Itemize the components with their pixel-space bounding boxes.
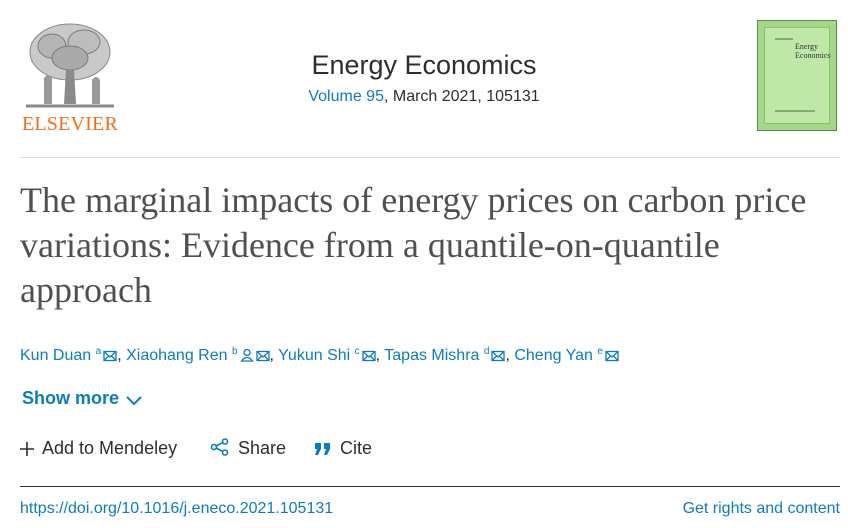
author-link[interactable]: Xiaohang Ren b (126, 346, 270, 364)
article-title: The marginal impacts of energy prices on… (20, 180, 807, 310)
email-icon[interactable] (103, 350, 117, 362)
journal-info: Energy Economics Volume 95, March 2021, … (230, 48, 618, 106)
author-affiliation-sup: d (483, 346, 490, 357)
author-affiliation-sup: b (231, 346, 238, 357)
share-label: Share (238, 438, 287, 458)
author-affiliation-sup: e (597, 346, 603, 357)
author-separator: , (269, 347, 274, 364)
publisher-name: ELSEVIER (21, 113, 119, 135)
cover-decoration (775, 38, 793, 40)
author-affiliation-sup: a (95, 346, 102, 357)
chevron-down-icon (126, 396, 142, 406)
cite-label: Cite (340, 438, 373, 458)
article-header: ELSEVIER Energy Economics Volume 95, Mar… (0, 0, 848, 158)
issue-details: , March 2021, 105131 (383, 88, 540, 105)
author-name: Yukun Shi (278, 347, 351, 364)
rights-link[interactable]: Get rights and content (682, 500, 840, 517)
share-button[interactable]: Share (210, 438, 286, 459)
author-separator: , (505, 347, 510, 364)
email-icon[interactable] (362, 350, 376, 362)
cite-button[interactable]: Cite (314, 438, 372, 459)
author-link[interactable]: Tapas Mishra d (384, 346, 506, 364)
journal-title[interactable]: Energy Economics (311, 50, 537, 80)
cover-decoration (775, 110, 815, 112)
plus-icon (20, 442, 34, 456)
show-more-button[interactable]: Show more (22, 388, 143, 409)
elsevier-tree-logo-icon (26, 23, 114, 108)
cover-title-line1: Energy (795, 42, 818, 51)
journal-cover-image[interactable]: Energy Economics (757, 20, 837, 131)
publisher-logo[interactable]: ELSEVIER (18, 18, 122, 136)
person-icon[interactable] (239, 348, 254, 362)
author-affiliation-sup: c (354, 346, 360, 357)
email-icon[interactable] (605, 350, 619, 362)
email-icon[interactable] (491, 350, 506, 362)
cover-title-line2: Economics (795, 51, 831, 60)
journal-issue-info: Volume 95, March 2021, 105131 (230, 88, 618, 106)
author-name: Cheng Yan (514, 347, 593, 364)
author-name: Tapas Mishra (384, 347, 480, 364)
author-list: Kun Duan a, Xiaohang Ren b, Yukun Shi c,… (20, 346, 840, 365)
author-name: Kun Duan (20, 347, 92, 364)
author-separator: , (375, 347, 381, 364)
author-link[interactable]: Cheng Yan e (514, 346, 619, 364)
author-separator: , (117, 347, 122, 364)
author-name: Xiaohang Ren (126, 347, 228, 364)
footer-divider (20, 486, 840, 487)
cover-inner: Energy Economics (764, 27, 831, 124)
email-icon[interactable] (255, 350, 270, 362)
header-divider (20, 157, 840, 158)
share-icon (210, 438, 229, 456)
add-to-mendeley-button[interactable]: Add to Mendeley (20, 438, 177, 459)
quote-icon (315, 443, 330, 455)
cover-title: Energy Economics (795, 42, 835, 60)
volume-link[interactable]: Volume 95 (308, 88, 384, 105)
doi-link[interactable]: https://doi.org/10.1016/j.eneco.2021.105… (20, 500, 334, 517)
show-more-label: Show more (22, 388, 120, 408)
author-link[interactable]: Yukun Shi c (278, 346, 376, 364)
mendeley-label: Add to Mendeley (42, 438, 178, 458)
author-link[interactable]: Kun Duan a (20, 346, 117, 364)
